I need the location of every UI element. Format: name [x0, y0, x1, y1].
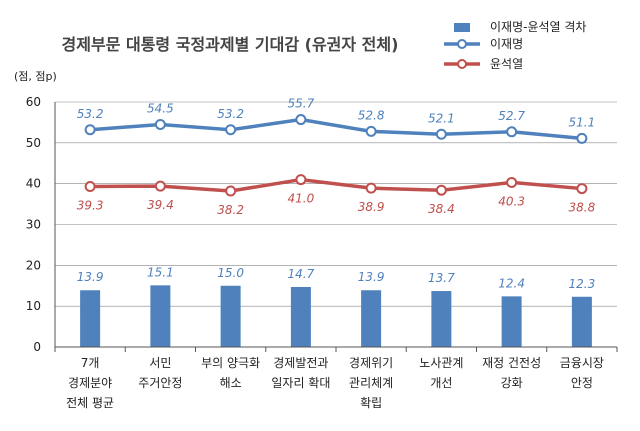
y-tick-label: 50: [26, 136, 41, 150]
y-axis-ticks: 0 10 20 30 40 50 60: [26, 95, 41, 354]
yoon-point: [365, 182, 377, 194]
gap-bar: [80, 290, 101, 347]
lee-point: [154, 118, 166, 130]
yoon-point: [506, 176, 518, 188]
x-tick-label: 경제위기 관리체계 확립: [349, 356, 393, 410]
x-tick-label: 경제발전과 일자리 확대: [271, 356, 330, 390]
gap-bar: [290, 286, 311, 347]
bar-value-label: 14.7: [288, 267, 315, 281]
y-tick-label: 20: [26, 258, 41, 272]
x-axis-ticks: 7개 경제분야 전체 평균 서민 주거안정 부의 양극화 해소 경제발전과 일자리 확대 경제위기…: [66, 356, 604, 410]
yoon-value-label: 38.4: [428, 202, 455, 216]
y-tick-label: 60: [26, 95, 41, 109]
yoon-value-label: 38.2: [217, 203, 244, 217]
yoon-point: [435, 184, 447, 196]
bar-value-label: 13.9: [77, 270, 104, 284]
data-labels: 13.9 15.1 15.0 14.7 13.9 13.7 12.4 12.3 53.2 54.5…: [77, 97, 596, 291]
gap-bar: [220, 285, 241, 347]
gridlines: [55, 101, 617, 307]
axes: [54, 102, 618, 352]
y-tick-label: 30: [26, 218, 41, 232]
bar-value-label: 13.9: [358, 270, 385, 284]
legend-bar-swatch: [454, 23, 470, 32]
bar-value-label: 13.7: [428, 271, 455, 285]
lee-point: [295, 114, 307, 126]
gap-bar: [431, 291, 452, 347]
lee-point: [506, 126, 518, 138]
lines: [84, 114, 588, 197]
bar-value-label: 15.0: [217, 266, 244, 280]
lee-value-label: 52.1: [428, 111, 455, 125]
legend-label: 윤석열: [490, 57, 523, 71]
x-tick-label: 7개 경제분야 전체 평균: [66, 356, 114, 410]
bar-value-label: 12.3: [569, 277, 596, 291]
yoon-value-label: 38.8: [569, 201, 596, 215]
yoon-point: [295, 174, 307, 186]
lee-point: [365, 125, 377, 137]
yoon-value-label: 38.9: [358, 200, 385, 214]
y-tick-label: 40: [26, 177, 41, 191]
lee-value-label: 55.7: [288, 97, 315, 111]
yoon-point: [225, 185, 237, 197]
lee-point: [225, 124, 237, 136]
yoon-point: [84, 181, 96, 193]
lee-value-label: 53.2: [217, 107, 244, 121]
lee-point: [576, 132, 588, 144]
legend-marker: [457, 39, 467, 49]
yoon-point: [154, 180, 166, 192]
gap-bar: [501, 296, 522, 347]
lee-value-label: 52.8: [358, 108, 385, 122]
gap-bar: [571, 296, 592, 347]
x-tick-label: 재정 건전성 강화: [482, 356, 541, 390]
gap-bar: [150, 285, 171, 347]
lee-value-label: 54.5: [147, 101, 174, 115]
x-tick-label: 서민 주거안정: [138, 356, 182, 390]
yoon-line: [90, 177, 583, 193]
lee-point: [435, 128, 447, 140]
yoon-value-label: 39.3: [77, 199, 104, 213]
yoon-value-label: 40.3: [498, 194, 525, 208]
lee-line: [89, 117, 583, 141]
legend-label: 이재명: [490, 37, 523, 51]
legend-label: 이재명-윤석열 격차: [490, 20, 586, 34]
gap-bar: [361, 290, 382, 347]
gap-bars: [80, 285, 592, 347]
lee-value-label: 51.1: [569, 115, 596, 129]
yoon-point: [576, 183, 588, 195]
bar-value-label: 12.4: [498, 276, 525, 290]
y-tick-label: 0: [33, 340, 41, 354]
bar-value-label: 15.1: [147, 265, 174, 279]
lee-point: [84, 124, 96, 136]
yoon-value-label: 39.4: [147, 198, 174, 212]
x-tick-label: 부의 양극화 해소: [201, 356, 260, 390]
lee-value-label: 52.7: [498, 109, 525, 123]
lee-value-label: 53.2: [77, 107, 104, 121]
yoon-value-label: 41.0: [288, 192, 315, 206]
chart-title: 경제부문 대통령 국정과제별 기대감 (유권자 전체): [62, 35, 399, 54]
x-tick-label: 노사관계 개선: [419, 356, 463, 390]
y-tick-label: 10: [26, 299, 41, 313]
x-tick-label: 금융시장 안정: [560, 356, 604, 390]
unit-label: (점, 점p): [14, 70, 57, 83]
legend-marker: [457, 59, 467, 69]
